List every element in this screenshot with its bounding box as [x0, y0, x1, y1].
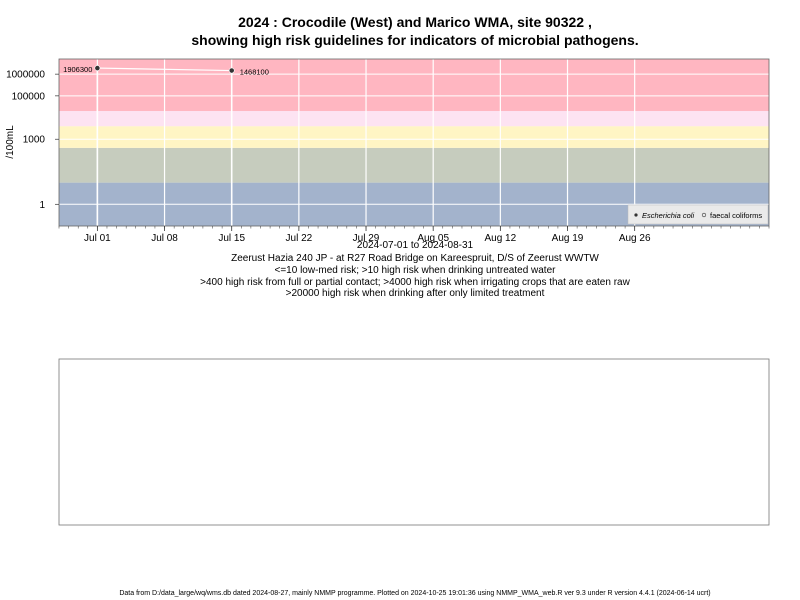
- guideline-line-1: <=10 low-med risk; >10 high risk when dr…: [275, 265, 557, 276]
- y-tick-label-3: 1: [39, 200, 45, 211]
- x-tick-label-8: Aug 26: [619, 233, 651, 244]
- data-point-1: [228, 67, 235, 74]
- risk-bands: [59, 59, 769, 226]
- y-tick-label-0: 1000000: [6, 70, 45, 81]
- risk-band-1: [59, 147, 769, 183]
- risk-band-2: [59, 126, 769, 148]
- data-point-0: [94, 65, 101, 71]
- legend: Escherichia coli faecal coliforms: [627, 204, 769, 225]
- x-axis-date-range: 2024-07-01 to 2024-08-31: [357, 240, 474, 251]
- chart-title-line1: 2024 : Crocodile (West) and Marico WMA, …: [238, 14, 592, 30]
- footer-note: Data from D:/data_large/wq/wms.db dated …: [119, 590, 710, 597]
- chart-title-line2: showing high risk guidelines for indicat…: [191, 32, 638, 48]
- x-tick-label-2: Jul 15: [218, 233, 245, 244]
- x-axis: Jul 01 Jul 08 Jul 15 Jul 22 Jul 29 Aug 05 Aug …: [58, 226, 770, 244]
- series-line-0: [97, 67, 232, 72]
- guideline-line-3: >20000 high risk when drinking after onl…: [286, 288, 545, 299]
- risk-band-4: [59, 59, 769, 112]
- grid-lines: [59, 59, 769, 226]
- risk-band-3: [59, 111, 769, 127]
- x-tick-label-4: Jul 29: [353, 233, 380, 244]
- legend-box: [627, 204, 769, 225]
- x-tick-label-7: Aug 19: [552, 233, 584, 244]
- data-label-0: 1906300: [63, 65, 92, 74]
- x-tick-label-5: Aug 05: [417, 233, 449, 244]
- data-label-1: 1468100: [240, 68, 269, 77]
- guideline-line-2: >400 high risk from full or partial cont…: [200, 277, 630, 288]
- y-axis-label: /100mL: [5, 125, 16, 159]
- x-tick-label-0: Jul 01: [84, 233, 111, 244]
- empty-plot-panel: [58, 358, 770, 526]
- y-axis: 1000000 100000 1000 1: [6, 70, 59, 211]
- x-tick-label-6: Aug 12: [484, 233, 516, 244]
- y-tick-label-1: 100000: [12, 91, 46, 102]
- legend-label-faecal: faecal coliforms: [710, 211, 762, 220]
- x-tick-label-1: Jul 08: [151, 233, 178, 244]
- legend-marker-ecoli: [634, 213, 638, 217]
- legend-label-ecoli: Escherichia coli: [642, 211, 694, 220]
- data-series: 1906300 1468100: [63, 65, 269, 226]
- y-tick-label-2: 1000: [23, 135, 46, 146]
- site-description: Zeerust Hazia 240 JP - at R27 Road Bridg…: [231, 253, 599, 264]
- x-tick-label-3: Jul 22: [286, 233, 313, 244]
- legend-marker-faecal: [701, 212, 707, 218]
